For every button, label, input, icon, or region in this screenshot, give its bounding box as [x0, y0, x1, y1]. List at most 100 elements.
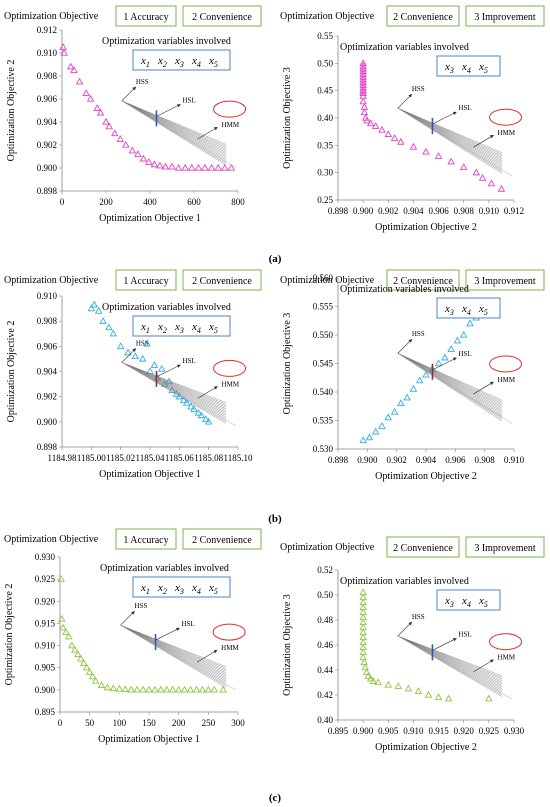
data-point [369, 677, 377, 684]
objective-box [386, 269, 460, 291]
variable-x2: x2 [157, 321, 167, 335]
x-tick-label: 0.910 [504, 455, 525, 465]
hmm-label: HMM [221, 644, 239, 652]
data-point [151, 685, 159, 693]
bundle-guide [121, 362, 237, 426]
data-point [434, 359, 443, 367]
bundle-line [121, 100, 227, 166]
data-point [131, 352, 140, 360]
y-tick-label: 0.912 [37, 25, 57, 35]
bundle-line [120, 625, 227, 675]
data-point [422, 147, 430, 155]
data-point [466, 319, 474, 327]
objective-label: 2 Convenience [393, 12, 453, 23]
data-point [87, 304, 96, 312]
header-prefix: Optimization Objective [280, 542, 375, 553]
data-point [168, 685, 177, 693]
data-point [374, 678, 382, 686]
data-point [82, 89, 90, 96]
x-tick-label: 0.900 [357, 455, 378, 465]
data-point [384, 680, 393, 688]
y-tick-label: 0.25 [317, 195, 333, 205]
variable-x5: x5 [208, 321, 218, 335]
data-point [156, 161, 164, 169]
x-axis-title: Optimization Objective 2 [375, 471, 477, 482]
panel-label: (b) [268, 513, 282, 525]
variable-subscript: 3 [449, 66, 454, 75]
data-point [227, 163, 236, 171]
bundle-line [397, 353, 503, 410]
hsl-label: HSL [182, 620, 195, 628]
variables-box [132, 49, 231, 71]
bundle-line [397, 635, 503, 676]
data-point [168, 386, 176, 394]
data-point [109, 684, 118, 692]
hsl-label: HSL [458, 104, 471, 112]
objective-box [182, 528, 262, 550]
x-tick-label: 0.930 [504, 726, 525, 736]
y-tick-label: 0.900 [35, 685, 56, 695]
variable-x3: x3 [444, 303, 454, 317]
variable-subscript: 4 [197, 60, 201, 69]
data-point [145, 158, 153, 165]
variable-subscript: 4 [467, 600, 471, 609]
data-point [192, 685, 201, 693]
data-point [459, 330, 468, 338]
variable-x3: x3 [444, 595, 454, 609]
hss-arrow [397, 93, 413, 109]
bundle-line [397, 635, 503, 684]
data-point [403, 393, 411, 401]
header-prefix: Optimization Objective [280, 11, 375, 22]
x-tick-label: 0.904 [403, 206, 424, 216]
data-point [397, 137, 405, 145]
data-point [214, 163, 222, 171]
x-tick-label: 200 [99, 197, 113, 207]
bundle-line [397, 635, 503, 697]
x-tick-label: 1185.10 [224, 453, 253, 463]
data-point [210, 685, 219, 693]
variable-x4: x4 [461, 595, 471, 609]
y-tick-label: 0.906 [37, 94, 58, 104]
data-point [67, 62, 75, 70]
y-tick-label: 0.900 [37, 417, 58, 427]
x-tick-label: 0.910 [403, 726, 424, 736]
bundle-line [397, 107, 503, 163]
data-point [497, 184, 506, 192]
data-point [221, 163, 229, 171]
y-axis-title: Optimization Objective 3 [282, 594, 293, 696]
data-point [85, 668, 94, 675]
panel-c-left: Optimization Objective 1 Accuracy 2 Conven… [4, 528, 262, 745]
data-point [124, 348, 132, 356]
hmm-ellipse [213, 100, 247, 118]
data-point [182, 398, 191, 406]
data-point [181, 163, 189, 171]
bundle-line [397, 353, 503, 409]
panel-b-left: Optimization Objective 1 Accuracy 2 Conven… [4, 269, 262, 480]
hss-arrow [120, 610, 135, 626]
data-point [163, 685, 171, 693]
y-tick-label: 0.902 [37, 140, 57, 150]
bundle-line [397, 353, 503, 412]
data-point [371, 122, 380, 129]
y-tick-label: 0.904 [37, 367, 58, 377]
data-point [70, 66, 78, 73]
hss-arrow [397, 621, 413, 637]
x-tick-label: 0.898 [328, 455, 349, 465]
hmm-ellipse [489, 108, 523, 126]
objective-label: 3 Improvement [474, 276, 536, 287]
inset-illustration: HSS HSL HMM [121, 339, 247, 426]
x-tick-label: 0.915 [428, 726, 449, 736]
data-point [362, 668, 371, 676]
data-point [359, 653, 367, 661]
bundle-line [397, 107, 503, 158]
bundle-line [121, 362, 227, 418]
x-tick-label: 0.906 [445, 455, 466, 465]
data-point [74, 650, 82, 658]
data-point [57, 575, 65, 582]
data-point [174, 685, 183, 693]
data-point [361, 663, 369, 671]
objective-box [386, 5, 460, 27]
bundle-line [121, 362, 227, 410]
data-point [404, 684, 413, 692]
y-tick-label: 0.55 [317, 31, 333, 41]
